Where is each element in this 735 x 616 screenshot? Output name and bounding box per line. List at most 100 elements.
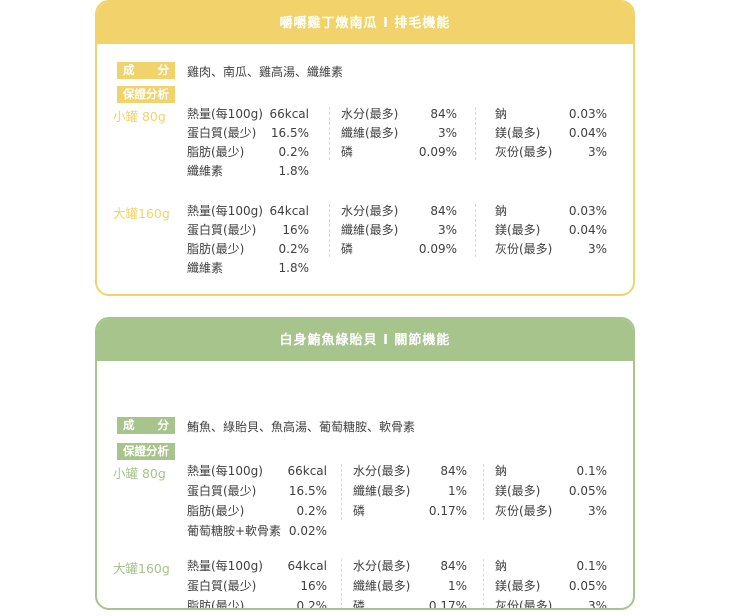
nutrient-name: 熱量(每100g) [187, 464, 263, 478]
size-label: 小罐 80g [113, 466, 166, 481]
ingredients-text: 雞肉、南瓜、雞高湯、纖維素 [187, 65, 344, 79]
nutrient-name: 水分(最多) [341, 204, 399, 218]
nutrient-value: 84% [440, 464, 467, 478]
nutrient-name: 蛋白質(最少) [187, 484, 257, 498]
nutrient-value: 0.09% [418, 145, 457, 159]
nutrient-name: 纖維(最多) [341, 223, 399, 237]
ingredients-label: 成 分 [117, 62, 175, 79]
nutrient-value: 3% [437, 126, 457, 140]
nutrient-name: 蛋白質(最少) [187, 126, 257, 140]
nutrient-name: 水分(最多) [353, 464, 411, 478]
nutrient-value: 0.17% [428, 599, 467, 610]
product-card-tuna-mussel: 白身鮪魚綠貽貝 I 關節機能成 分鮪魚、綠貽貝、魚高湯、葡萄糖胺、軟骨素 保證分析… [95, 317, 635, 610]
nutrient-name: 鎂(最多) [495, 126, 541, 140]
nutrient-value: 0.05% [568, 579, 607, 593]
nutrient-value: 0.04% [568, 126, 607, 140]
nutrient-value: 3% [587, 242, 607, 256]
nutrient-name: 纖維(最多) [341, 126, 399, 140]
column-divider [475, 107, 476, 160]
nutrient-value: 0.17% [428, 504, 467, 518]
nutrient-name: 熱量(每100g) [187, 559, 263, 573]
nutrient-value: 3% [587, 599, 607, 610]
nutrient-name: 纖維(最多) [353, 484, 411, 498]
nutrient-value: 3% [437, 223, 457, 237]
ingredients-label: 成 分 [117, 417, 175, 434]
nutrient-name: 水分(最多) [353, 559, 411, 573]
nutrient-value: 66kcal [287, 464, 327, 478]
column-divider [341, 559, 342, 608]
analysis-label: 保證分析 [117, 86, 175, 103]
nutrient-value: 16.5% [288, 484, 327, 498]
nutrient-name: 灰份(最多) [495, 504, 553, 518]
nutrient-name: 熱量(每100g) [187, 204, 263, 218]
nutrient-name: 磷 [341, 242, 354, 256]
nutrient-name: 纖維素 [187, 164, 224, 178]
nutrient-value: 64kcal [269, 204, 309, 218]
nutrient-value: 16.5% [270, 126, 309, 140]
nutrient-value: 84% [430, 204, 457, 218]
nutrient-name: 葡萄糖胺+軟骨素 [187, 524, 282, 538]
nutrient-name: 灰份(最多) [495, 599, 553, 610]
nutrient-value: 1% [447, 579, 467, 593]
nutrient-value: 64kcal [287, 559, 327, 573]
ingredients-text: 鮪魚、綠貽貝、魚高湯、葡萄糖胺、軟骨素 [187, 420, 416, 434]
nutrient-name: 磷 [353, 599, 366, 610]
nutrient-name: 脂肪(最少) [187, 504, 245, 518]
nutrient-name: 鈉 [495, 559, 508, 573]
nutrient-name: 脂肪(最少) [187, 145, 245, 159]
nutrient-name: 脂肪(最少) [187, 599, 245, 610]
nutrient-name: 灰份(最多) [495, 145, 553, 159]
nutrient-value: 0.02% [288, 524, 327, 538]
card-title: 白身鮪魚綠貽貝 I 關節機能 [97, 319, 633, 361]
nutrient-value: 0.03% [568, 204, 607, 218]
nutrient-name: 水分(最多) [341, 107, 399, 121]
size-label: 大罐160g [113, 561, 170, 576]
nutrient-value: 0.05% [568, 484, 607, 498]
nutrient-name: 鎂(最多) [495, 579, 541, 593]
nutrient-value: 0.04% [568, 223, 607, 237]
card-body: 成 分鮪魚、綠貽貝、魚高湯、葡萄糖胺、軟骨素 保證分析小罐 80g 熱量(每100g… [97, 361, 633, 608]
nutrient-name: 鎂(最多) [495, 484, 541, 498]
nutrient-value: 0.1% [576, 464, 608, 478]
nutrient-value: 84% [430, 107, 457, 121]
size-label: 大罐160g [113, 206, 170, 221]
column-divider [329, 204, 330, 257]
nutrient-value: 16% [282, 223, 309, 237]
nutrient-value: 16% [300, 579, 327, 593]
column-divider [483, 559, 484, 608]
nutrient-value: 1% [447, 484, 467, 498]
product-card-chicken-pumpkin: 嚼嚼雞丁燉南瓜 I 排毛機能成 分雞肉、南瓜、雞高湯、纖維素 保證分析小罐 80g… [95, 0, 635, 296]
nutrient-value: 0.2% [296, 504, 328, 518]
nutrient-value: 66kcal [269, 107, 309, 121]
nutrient-value: 0.2% [278, 145, 310, 159]
nutrient-name: 熱量(每100g) [187, 107, 263, 121]
card-title: 嚼嚼雞丁燉南瓜 I 排毛機能 [97, 2, 633, 44]
nutrient-name: 鈉 [495, 204, 508, 218]
nutrient-name: 鈉 [495, 464, 508, 478]
nutrient-name: 磷 [341, 145, 354, 159]
column-divider [475, 204, 476, 257]
column-divider [329, 107, 330, 160]
nutrient-value: 0.2% [296, 599, 328, 610]
analysis-label: 保證分析 [117, 443, 175, 460]
nutrient-value: 0.1% [576, 559, 608, 573]
nutrient-value: 0.2% [278, 242, 310, 256]
nutrient-value: 1.8% [278, 164, 310, 178]
nutrient-value: 84% [440, 559, 467, 573]
nutrient-name: 鎂(最多) [495, 223, 541, 237]
nutrient-value: 3% [587, 504, 607, 518]
column-divider [341, 464, 342, 520]
nutrient-name: 纖維素 [187, 261, 224, 275]
column-divider [483, 464, 484, 520]
nutrient-name: 鈉 [495, 107, 508, 121]
nutrient-name: 蛋白質(最少) [187, 579, 257, 593]
nutrient-value: 0.09% [418, 242, 457, 256]
nutrient-value: 0.03% [568, 107, 607, 121]
nutrient-value: 1.8% [278, 261, 310, 275]
nutrient-name: 纖維(最多) [353, 579, 411, 593]
size-label: 小罐 80g [113, 109, 166, 124]
nutrient-name: 蛋白質(最少) [187, 223, 257, 237]
nutrient-value: 3% [587, 145, 607, 159]
card-body: 成 分雞肉、南瓜、雞高湯、纖維素 保證分析小罐 80g 熱量(每100g) 66kca… [97, 44, 633, 294]
nutrient-name: 脂肪(最少) [187, 242, 245, 256]
